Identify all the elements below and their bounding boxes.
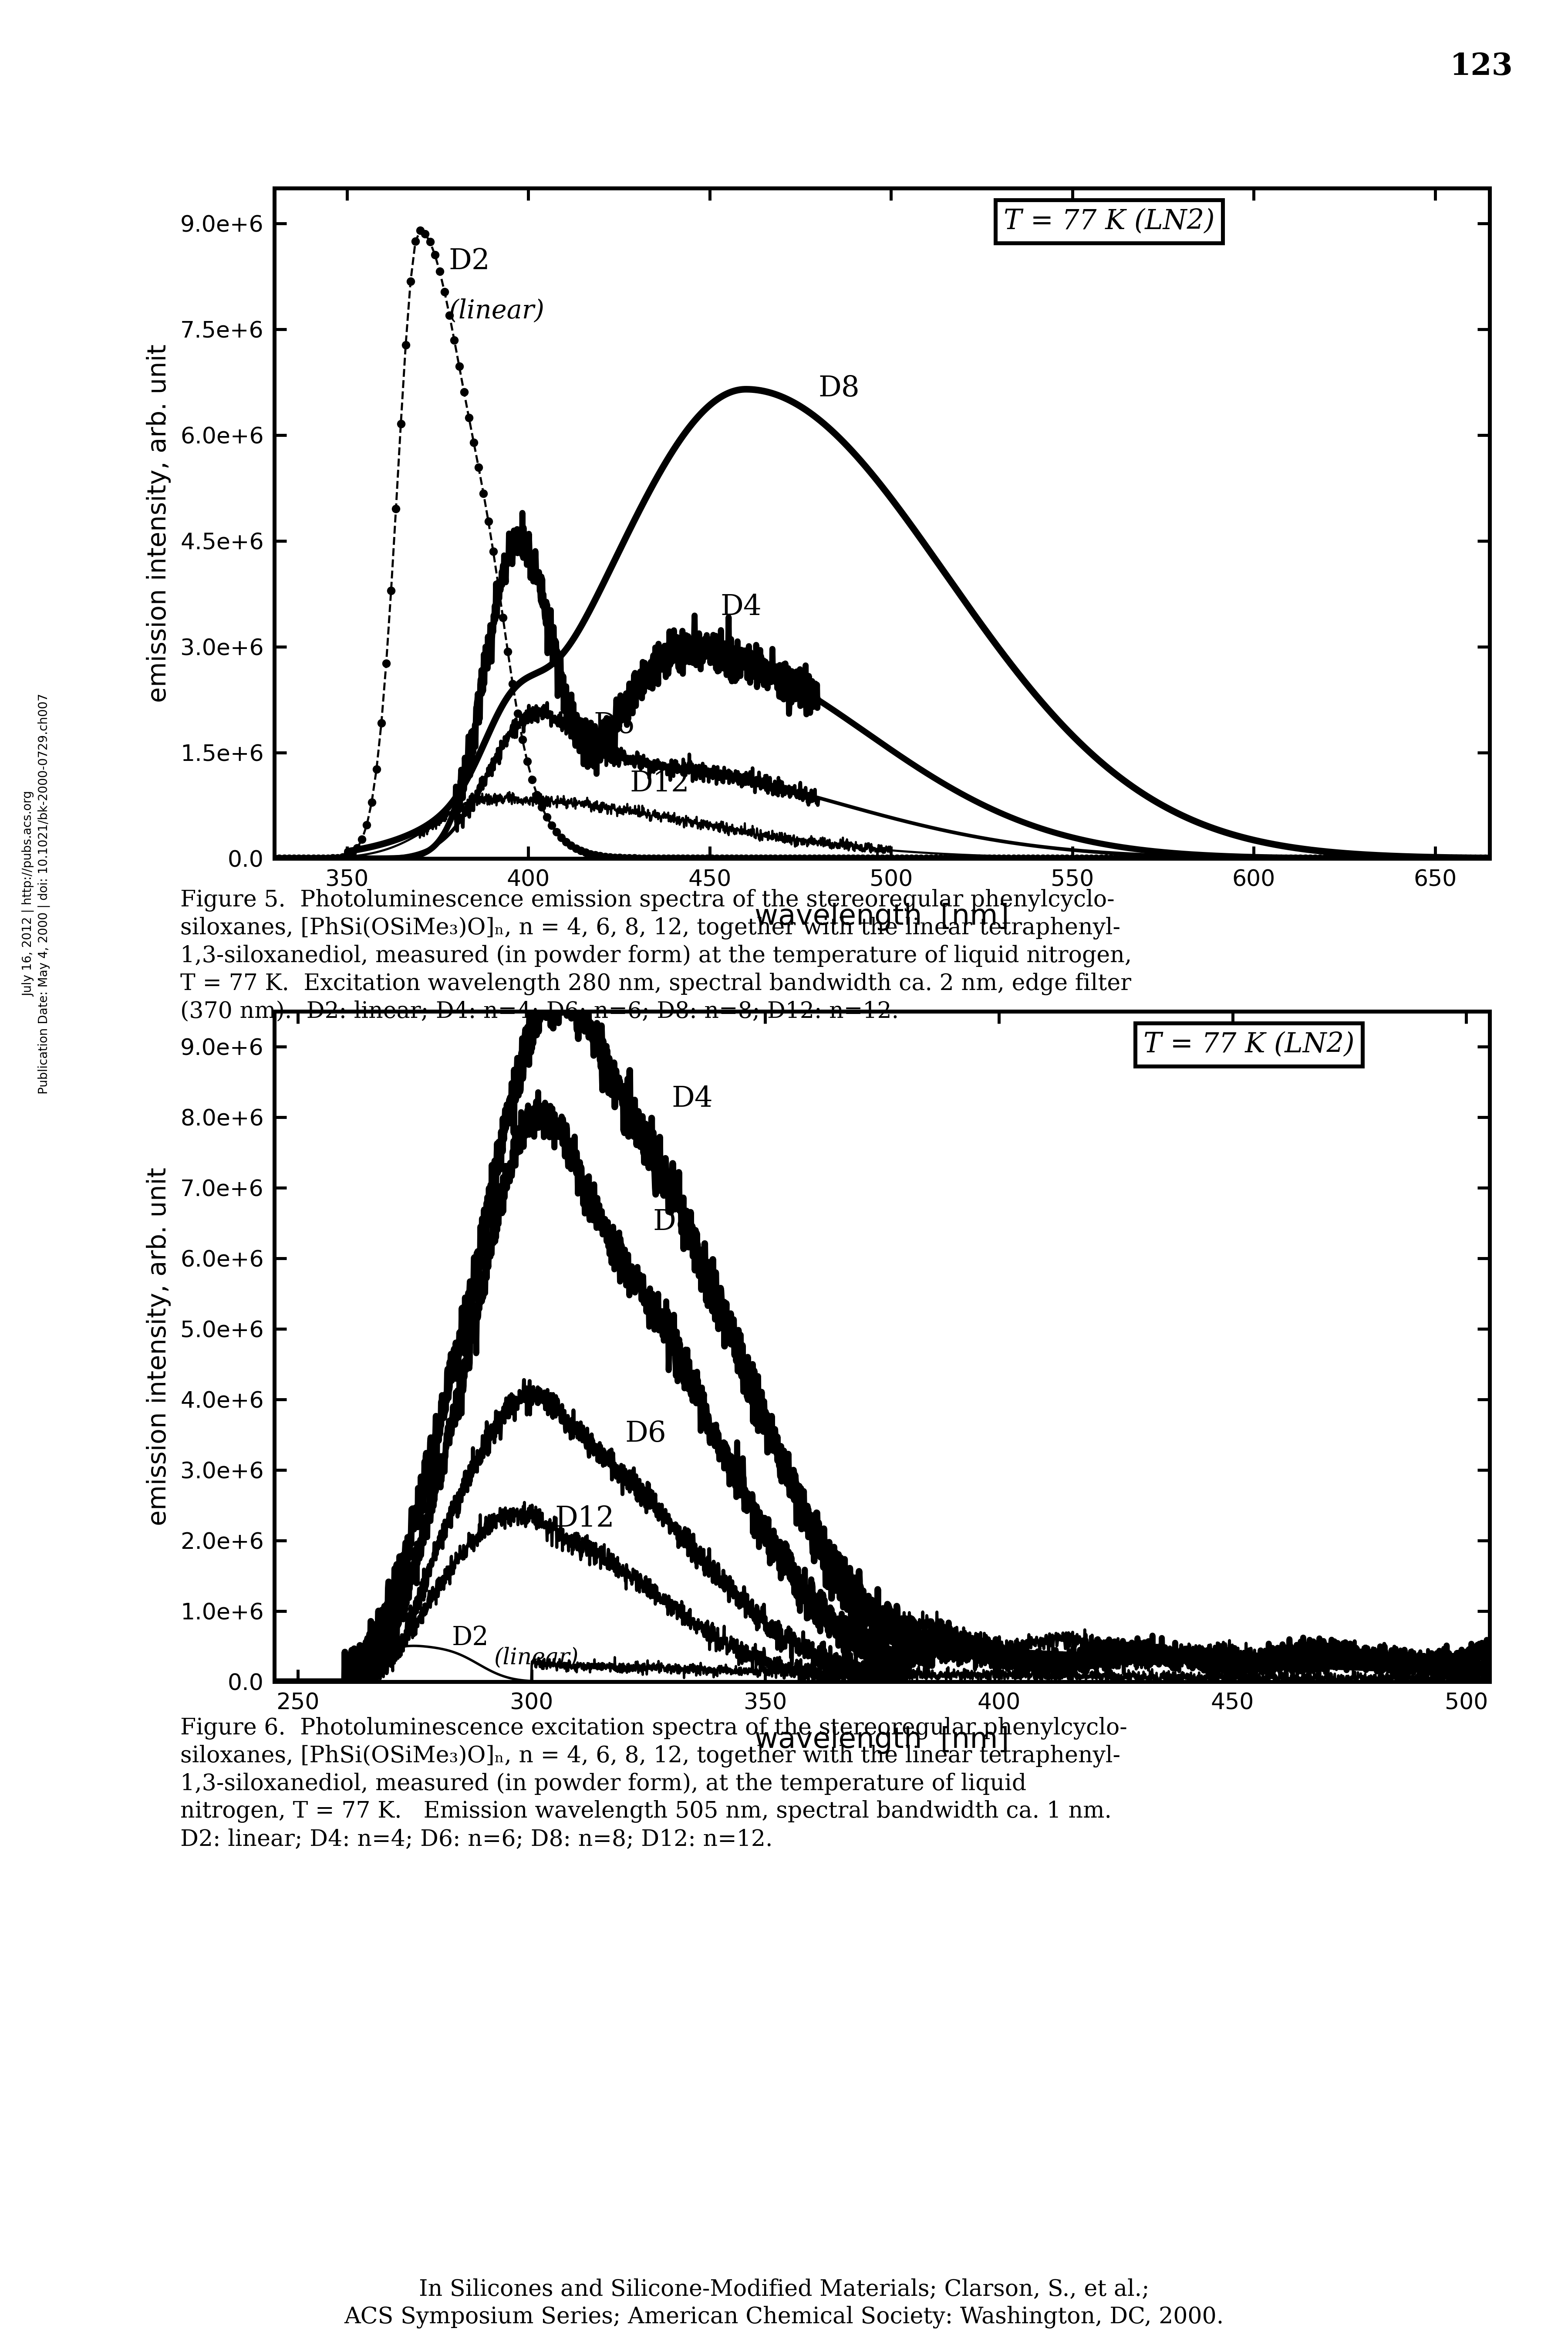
- Text: July 16, 2012 | http://pubs.acs.org: July 16, 2012 | http://pubs.acs.org: [22, 790, 34, 997]
- Text: In Silicones and Silicone-Modified Materials; Clarson, S., et al.;: In Silicones and Silicone-Modified Mater…: [419, 2279, 1149, 2300]
- Text: D2: D2: [452, 1625, 489, 1651]
- Text: D8: D8: [652, 1209, 695, 1237]
- Text: D12: D12: [555, 1505, 615, 1534]
- Text: Figure 5.  Photoluminescence emission spectra of the stereoregular phenylcyclo-
: Figure 5. Photoluminescence emission spe…: [180, 889, 1132, 1023]
- Text: 123: 123: [1450, 52, 1513, 80]
- Text: D12: D12: [630, 769, 690, 797]
- Y-axis label: emission intensity, arb. unit: emission intensity, arb. unit: [146, 343, 171, 703]
- Text: T = 77 K (LN2): T = 77 K (LN2): [1143, 1033, 1355, 1058]
- Text: T = 77 K (LN2): T = 77 K (LN2): [1004, 209, 1215, 235]
- Text: D8: D8: [818, 374, 859, 402]
- X-axis label: wavelength  [nm]: wavelength [nm]: [754, 1726, 1010, 1755]
- Text: D6: D6: [626, 1421, 666, 1449]
- Text: D4: D4: [671, 1084, 713, 1112]
- Text: D2: D2: [448, 247, 489, 275]
- Text: D4: D4: [721, 593, 762, 621]
- Text: ACS Symposium Series; American Chemical Society: Washington, DC, 2000.: ACS Symposium Series; American Chemical …: [343, 2305, 1225, 2328]
- Text: (linear): (linear): [494, 1646, 579, 1670]
- Text: Figure 6.  Photoluminescence excitation spectra of the stereoregular phenylcyclo: Figure 6. Photoluminescence excitation s…: [180, 1717, 1127, 1851]
- X-axis label: wavelength  [nm]: wavelength [nm]: [754, 903, 1010, 931]
- Text: (linear): (linear): [448, 299, 544, 325]
- Text: Publication Date: May 4, 2000 | doi: 10.1021/bk-2000-0729.ch007: Publication Date: May 4, 2000 | doi: 10.…: [38, 694, 50, 1094]
- Y-axis label: emission intensity, arb. unit: emission intensity, arb. unit: [146, 1167, 171, 1526]
- Text: D6: D6: [594, 710, 635, 739]
